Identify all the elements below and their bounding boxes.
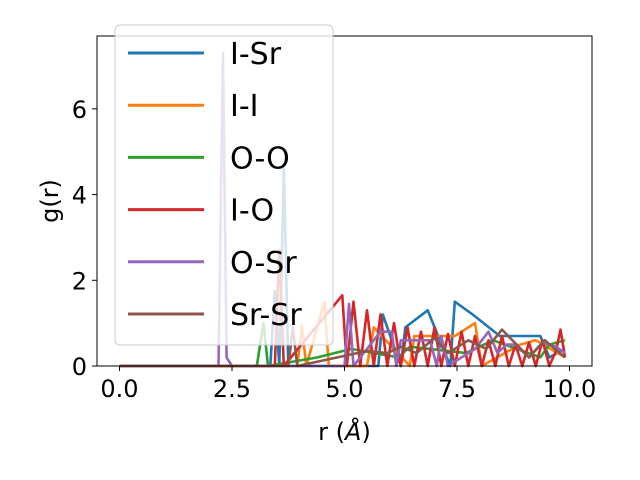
x-axis-ticks: 0.0 2.5 5.0 7.5 10.0	[100, 366, 596, 403]
x-tick-label: 7.5	[438, 375, 476, 403]
legend-label-i-i: I-I	[230, 89, 259, 124]
x-tick-label: 2.5	[213, 375, 251, 403]
legend-label-i-sr: I-Sr	[230, 37, 282, 72]
x-axis-label-prefix: r (	[318, 418, 345, 446]
y-axis-label: g(r)	[36, 179, 64, 223]
legend-label-o-sr: O-Sr	[230, 246, 297, 281]
legend-label-o-o: O-O	[230, 141, 290, 176]
y-tick-label: 6	[72, 96, 87, 124]
legend-box	[114, 24, 334, 346]
x-tick-label: 5.0	[325, 375, 363, 403]
series-line-sr-sr	[119, 326, 566, 368]
legend-label-i-o: I-O	[230, 194, 274, 229]
legend: I-Sr I-I O-O I-O O-Sr Sr-Sr	[114, 24, 334, 346]
x-axis-label-suffix: )	[361, 418, 370, 446]
y-axis-ticks: 0 2 4 6	[72, 96, 97, 381]
x-axis-label-unit: Å	[343, 417, 361, 446]
y-tick-label: 4	[72, 182, 87, 210]
y-tick-label: 0	[72, 353, 87, 381]
x-tick-label: 10.0	[543, 375, 596, 403]
x-axis-label: r (Å)	[318, 417, 371, 446]
y-tick-label: 2	[72, 267, 87, 295]
series-line-i-i	[119, 300, 566, 368]
legend-label-sr-sr: Sr-Sr	[230, 298, 302, 333]
x-tick-label: 0.0	[100, 375, 138, 403]
